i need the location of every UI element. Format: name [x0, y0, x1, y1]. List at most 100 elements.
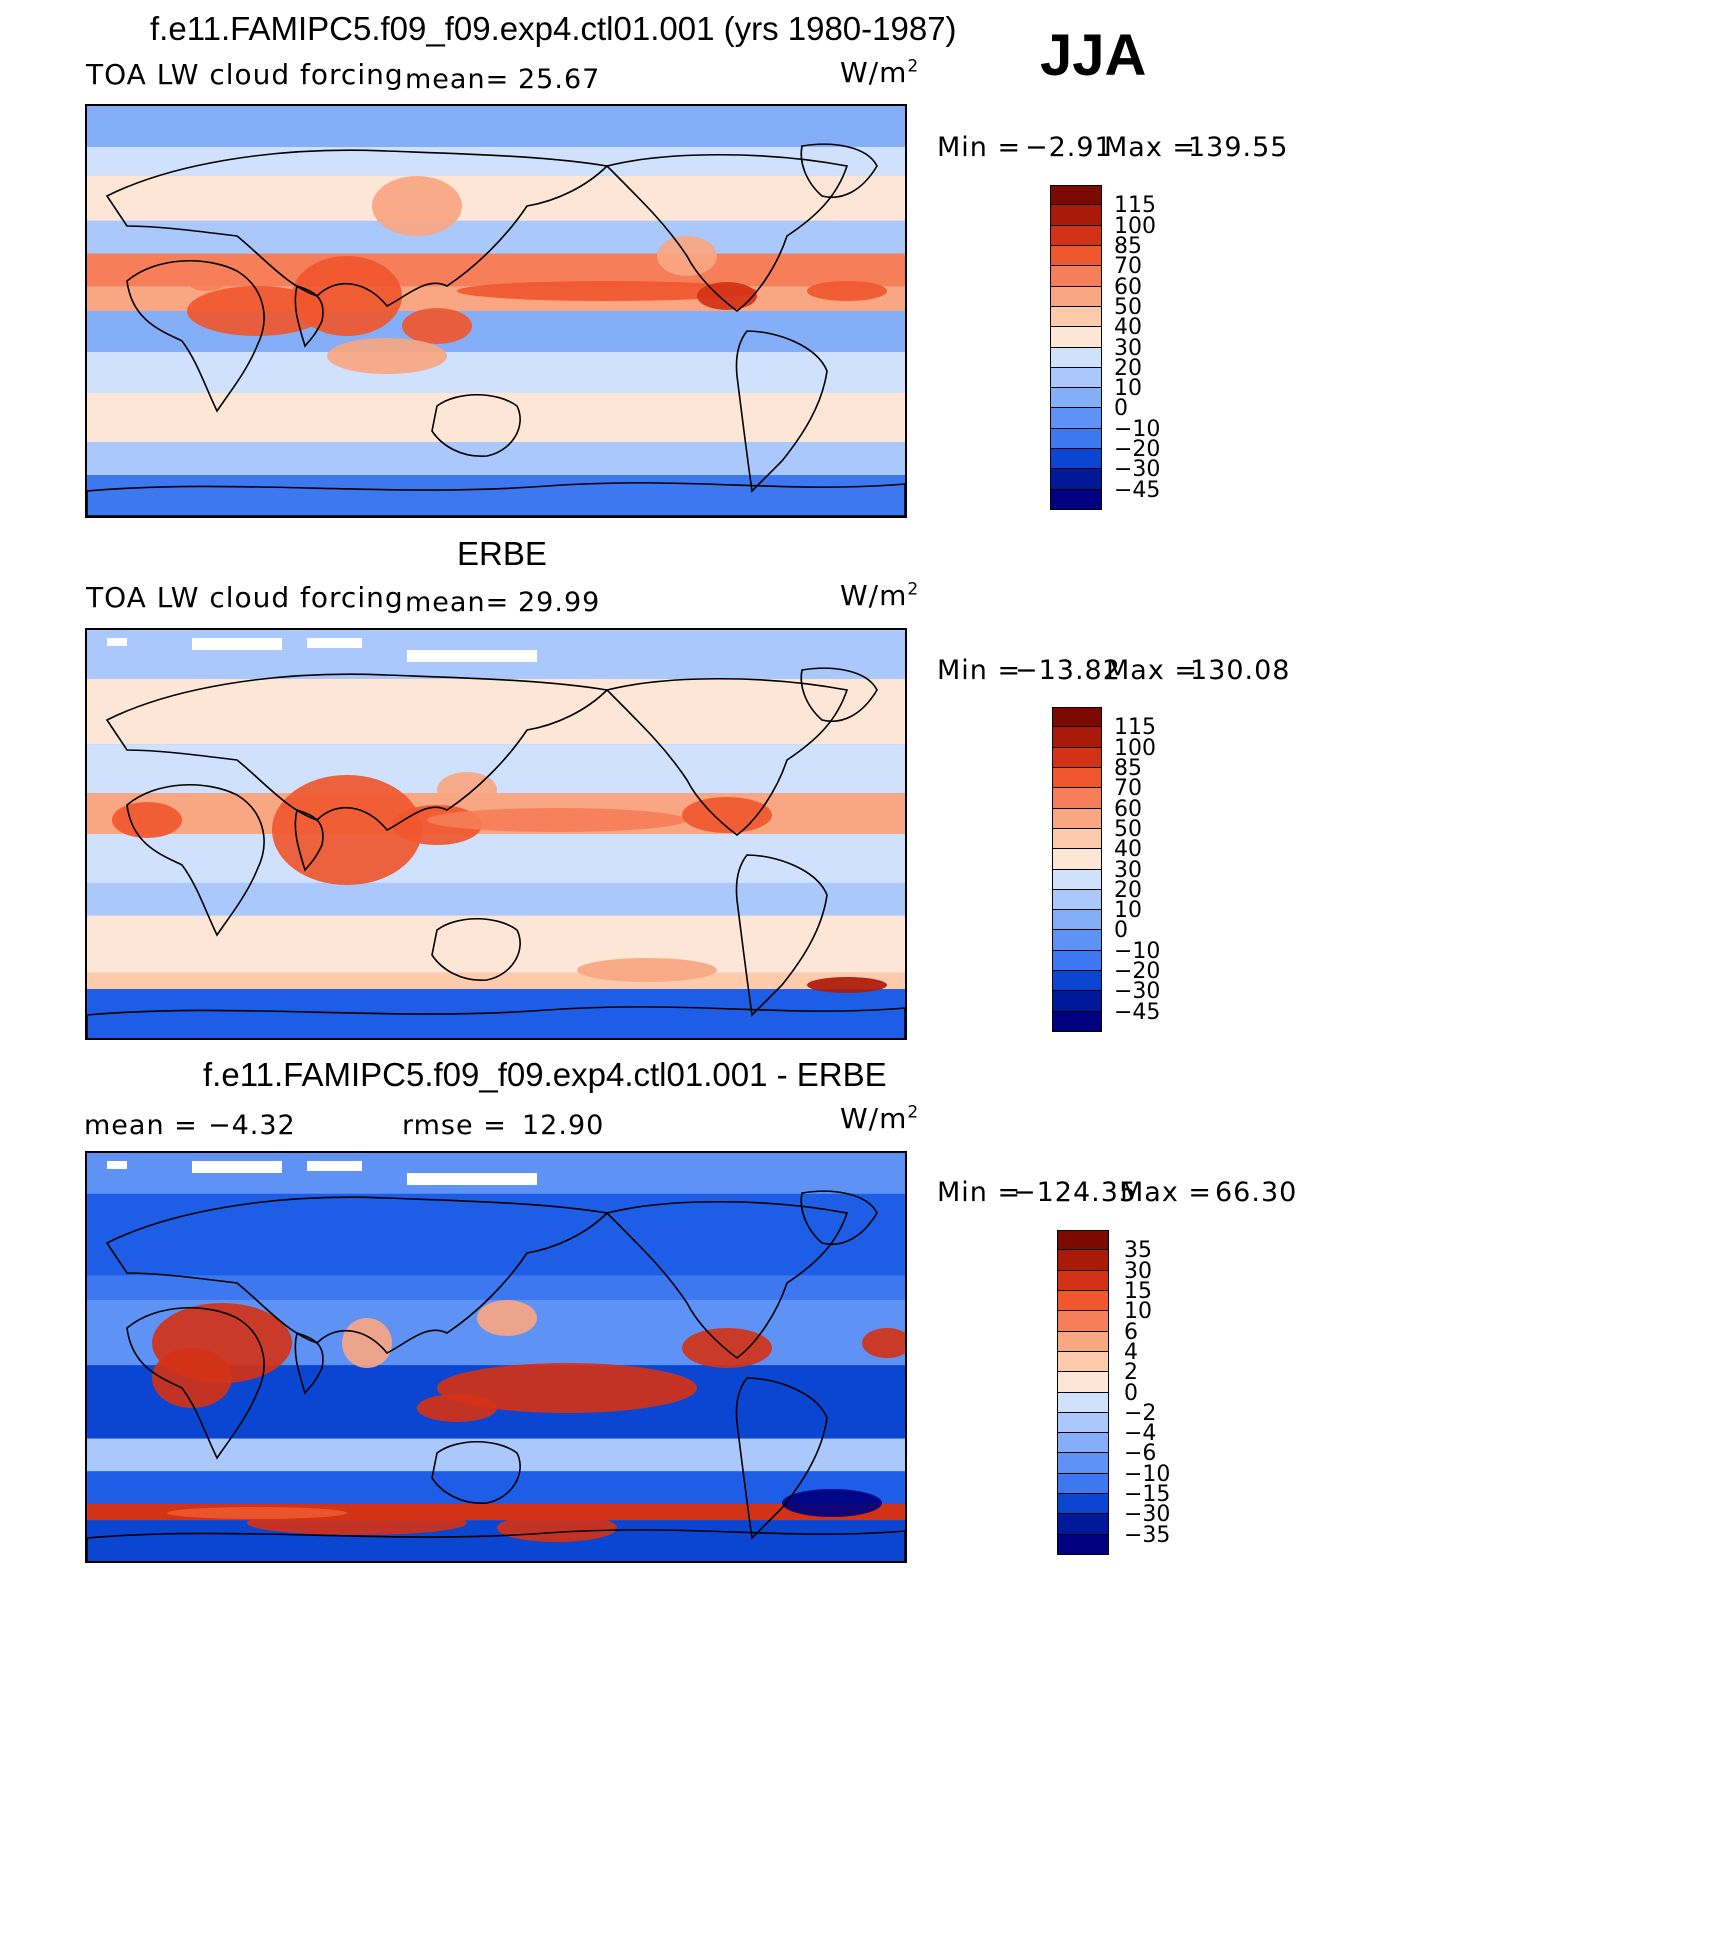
map-blob — [782, 1489, 882, 1517]
map-blob — [372, 176, 462, 236]
colorbar-box — [1057, 1494, 1109, 1515]
coastline — [800, 667, 878, 722]
colorbar-box — [1050, 266, 1102, 287]
colorbar-box — [1057, 1230, 1109, 1251]
coastline — [105, 149, 609, 308]
panel-1-map-svg — [87, 106, 905, 516]
map-blob — [402, 308, 472, 344]
colorbar-box — [1052, 910, 1102, 931]
colorbar-tick-label: −45 — [1114, 999, 1161, 1025]
map-blob — [457, 281, 757, 301]
colorbar-box — [1050, 469, 1102, 490]
colorbar-box — [1052, 849, 1102, 870]
colorbar-box — [1050, 428, 1102, 450]
map-blob — [862, 1328, 905, 1358]
colorbar-tick-label: −20 — [1114, 959, 1161, 985]
colorbar-tick-label: 115 — [1114, 193, 1156, 219]
colorbar-tick-label: 4 — [1124, 1339, 1138, 1365]
colorbar-box — [1057, 1473, 1109, 1495]
panel-2-mean-value: 29.99 — [518, 587, 601, 618]
panel-2-mean-label: mean= — [405, 587, 510, 618]
map-blob — [497, 1514, 617, 1542]
colorbar-tick-label: 10 — [1114, 898, 1142, 924]
map-blob — [152, 1348, 232, 1408]
panel-1-units-text: W/m — [840, 56, 908, 89]
coastline — [87, 1529, 905, 1561]
map-blob — [577, 958, 717, 982]
colorbar-tick-label: 30 — [1124, 1258, 1152, 1284]
colorbar-box — [1050, 388, 1102, 409]
panel-2-max-label: Max = — [1106, 655, 1199, 686]
colorbar-box — [1052, 788, 1102, 809]
missing-data-patch — [192, 638, 282, 650]
colorbar-tick-label: −10 — [1114, 416, 1161, 442]
colorbar-tick-label: −4 — [1124, 1421, 1157, 1447]
colorbar-box — [1050, 245, 1102, 267]
panel-2-units-text: W/m — [840, 579, 908, 612]
map-band — [87, 393, 905, 443]
colorbar-box — [1050, 306, 1102, 328]
colorbar-tick-label: 85 — [1114, 755, 1142, 781]
panel-3-mean-value: −4.32 — [208, 1110, 296, 1141]
coastline — [605, 153, 849, 313]
panel-3-units-sup: 2 — [907, 1102, 920, 1123]
missing-data-patch — [107, 1161, 127, 1169]
colorbar-box — [1052, 950, 1102, 972]
colorbar-tick-label: 35 — [1124, 1238, 1152, 1264]
coastline — [105, 673, 609, 832]
colorbar-tick-label: 20 — [1114, 877, 1142, 903]
panel-2-units-sup: 2 — [907, 579, 920, 600]
colorbar-box — [1057, 1290, 1109, 1312]
missing-data-patch — [307, 1161, 362, 1171]
map-blob — [187, 271, 227, 291]
colorbar-tick-label: 0 — [1124, 1380, 1138, 1406]
colorbar-box — [1057, 1392, 1109, 1413]
panel-2-units: W/m2 — [840, 579, 919, 612]
map-blob — [272, 775, 422, 885]
map-band — [87, 1275, 905, 1300]
panel-1-min-value: −2.91 — [1025, 132, 1113, 163]
panel-1-units: W/m2 — [840, 56, 919, 89]
panel-1-title: f.e11.FAMIPC5.f09_f09.exp4.ctl01.001 (yr… — [150, 10, 957, 47]
panel-1-min-label: Min = — [937, 132, 1022, 163]
colorbar-box — [1057, 1311, 1109, 1332]
colorbar-box — [1057, 1250, 1109, 1271]
missing-data-patch — [192, 1161, 282, 1173]
colorbar-tick-label: 70 — [1114, 776, 1142, 802]
coastline — [735, 330, 828, 493]
coastline — [126, 1306, 265, 1460]
coastline — [431, 1440, 521, 1504]
panel-2-max-value: 130.08 — [1190, 655, 1291, 686]
missing-data-patch — [407, 1173, 537, 1185]
map-blob — [327, 338, 447, 374]
panel-2-min-label: Min = — [937, 655, 1022, 686]
coastline — [294, 1331, 324, 1395]
coastline — [605, 677, 849, 837]
coastline — [126, 783, 265, 937]
panel-3-min-value: −124.35 — [1013, 1177, 1138, 1208]
map-blob — [807, 977, 887, 993]
colorbar-tick-label: −45 — [1114, 477, 1161, 503]
map-blob — [342, 1318, 392, 1368]
colorbar-box — [1057, 1372, 1109, 1393]
map-band — [87, 352, 905, 393]
map-blob — [807, 281, 887, 301]
panel-1-map — [85, 104, 907, 518]
panel-1-units-sup: 2 — [907, 56, 920, 77]
coastline — [431, 917, 521, 981]
colorbar-box — [1050, 408, 1102, 429]
colorbar-tick-label: −15 — [1124, 1482, 1171, 1508]
colorbar-tick-label: −30 — [1124, 1502, 1171, 1528]
colorbar-box — [1052, 707, 1102, 728]
colorbar-tick-label: 50 — [1114, 294, 1142, 320]
colorbar-tick-label: 6 — [1124, 1319, 1138, 1345]
colorbar-box — [1057, 1453, 1109, 1474]
colorbar-tick-label: 30 — [1114, 335, 1142, 361]
colorbar-tick-label: −10 — [1124, 1461, 1171, 1487]
panel-3-max-label: Max = — [1120, 1177, 1213, 1208]
coastline — [605, 1200, 849, 1360]
colorbar-tick-label: 70 — [1114, 254, 1142, 280]
map-blob — [437, 1363, 697, 1413]
panel-3-map — [85, 1151, 907, 1563]
coastline — [87, 482, 905, 516]
